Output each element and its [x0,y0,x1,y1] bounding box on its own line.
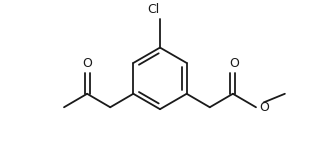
Text: O: O [259,101,269,114]
Text: O: O [82,57,92,70]
Text: O: O [229,57,239,70]
Text: Cl: Cl [147,3,159,16]
